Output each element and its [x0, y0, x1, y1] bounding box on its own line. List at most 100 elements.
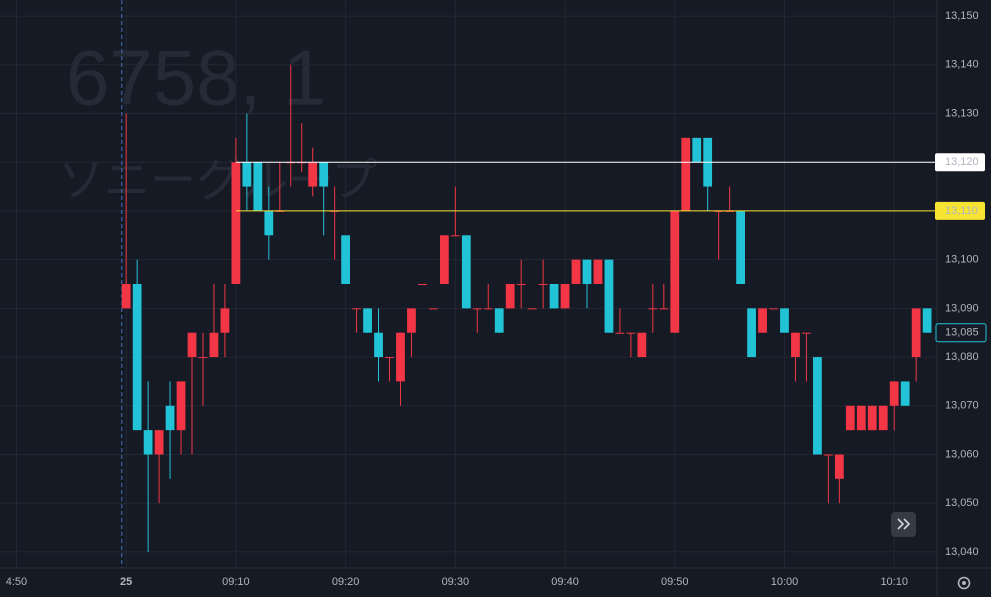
x-tick-label: 09:40: [551, 576, 579, 588]
x-tick-label: 10:10: [880, 576, 908, 588]
y-tick-label: 13,140: [945, 59, 979, 71]
candle-body: [758, 308, 767, 333]
candle-body: [582, 259, 592, 284]
candle-body: [560, 284, 570, 309]
x-tick-label: 4:50: [6, 576, 27, 588]
settings-button[interactable]: [957, 576, 971, 590]
candle-body: [396, 332, 405, 382]
candle-body: [769, 308, 778, 310]
candle-body: [253, 162, 263, 211]
candle-body: [121, 284, 131, 309]
candle-body: [132, 284, 142, 431]
y-tick-label: 13,100: [945, 254, 979, 266]
candle-body: [341, 235, 351, 284]
candle-body: [308, 162, 318, 187]
candle-body: [626, 332, 636, 334]
candle-body: [922, 308, 932, 333]
candle-body: [813, 357, 822, 455]
line-label: 13,120: [945, 156, 979, 168]
settings-icon-center: [962, 581, 966, 585]
last-price-label: 13,085: [945, 327, 979, 339]
x-tick-label: 25: [120, 576, 132, 588]
candle-body: [791, 332, 800, 358]
candle-body: [747, 308, 756, 358]
candle-body: [187, 332, 197, 358]
x-tick-label: 09:10: [222, 576, 250, 588]
candle-body: [900, 381, 910, 406]
watermark-symbol: 6758, 1: [66, 34, 326, 122]
candle-body: [681, 137, 691, 211]
candle-body: [198, 357, 208, 359]
candle-body: [143, 430, 153, 455]
plot: [0, 0, 937, 568]
candle-body: [823, 454, 833, 456]
y-tick-label: 13,040: [945, 546, 979, 558]
candle-body: [242, 162, 252, 187]
x-tick-label: 09:30: [442, 576, 470, 588]
candle-body: [780, 308, 789, 333]
line-label-bg: [935, 153, 985, 172]
y-tick-label: 13,130: [945, 107, 979, 119]
candle-body: [615, 332, 625, 334]
candle-body: [231, 162, 241, 284]
candle-body: [505, 284, 515, 309]
candle-body: [374, 332, 383, 358]
candle-body: [802, 332, 811, 334]
x-tick-label: 09:20: [332, 576, 360, 588]
candle-body: [352, 308, 361, 310]
candle-body: [845, 405, 855, 431]
candle-body: [692, 137, 702, 163]
candle-body: [571, 259, 581, 284]
candle-body: [670, 210, 680, 333]
candle-body: [538, 284, 548, 285]
candle-body: [527, 308, 537, 310]
candle-body: [911, 308, 921, 358]
candle-body: [385, 357, 394, 359]
candle-body: [856, 405, 866, 431]
candle-body: [593, 259, 603, 284]
candle-body: [516, 284, 526, 285]
candle-body: [494, 308, 504, 333]
line-label: 13,110: [945, 205, 978, 217]
x-tick-label: 10:00: [771, 576, 799, 588]
scroll-icon: [897, 518, 911, 530]
candle-body: [889, 381, 899, 406]
scroll-button[interactable]: [891, 512, 916, 537]
line-label-bg: [935, 201, 985, 220]
candle-body: [878, 405, 888, 431]
candle-body: [165, 405, 175, 431]
candle-body: [407, 308, 416, 333]
y-tick-label: 13,060: [945, 448, 979, 460]
candle-body: [472, 308, 482, 310]
candle-body: [736, 210, 745, 284]
y-tick-label: 13,080: [945, 351, 979, 363]
candle-body: [429, 308, 438, 310]
candle-body: [867, 405, 877, 431]
last-price-bg: [935, 323, 987, 343]
settings-icon[interactable]: [957, 576, 971, 590]
candle-body: [604, 259, 614, 333]
candle-body: [439, 235, 449, 284]
y-tick-label: 13,090: [945, 302, 979, 314]
candle-body: [549, 284, 559, 309]
candle-body: [648, 308, 658, 310]
y-tick-label: 13,150: [945, 10, 979, 22]
y-tick-label: 13,070: [945, 400, 979, 412]
candle-body: [834, 454, 844, 479]
candle-body: [154, 430, 164, 455]
candle-body: [659, 308, 669, 310]
candle-body: [637, 332, 647, 358]
candle-body: [450, 235, 460, 237]
candle-body: [220, 308, 230, 333]
candle-body: [176, 381, 186, 431]
candle-body: [363, 308, 372, 333]
x-tick-label: 09:50: [661, 576, 689, 588]
candle-body: [319, 162, 329, 187]
y-tick-label: 13,050: [945, 497, 979, 509]
candle-body: [483, 308, 493, 310]
candle-body: [264, 210, 274, 236]
candle-body: [209, 332, 219, 358]
candle-body: [418, 284, 427, 285]
